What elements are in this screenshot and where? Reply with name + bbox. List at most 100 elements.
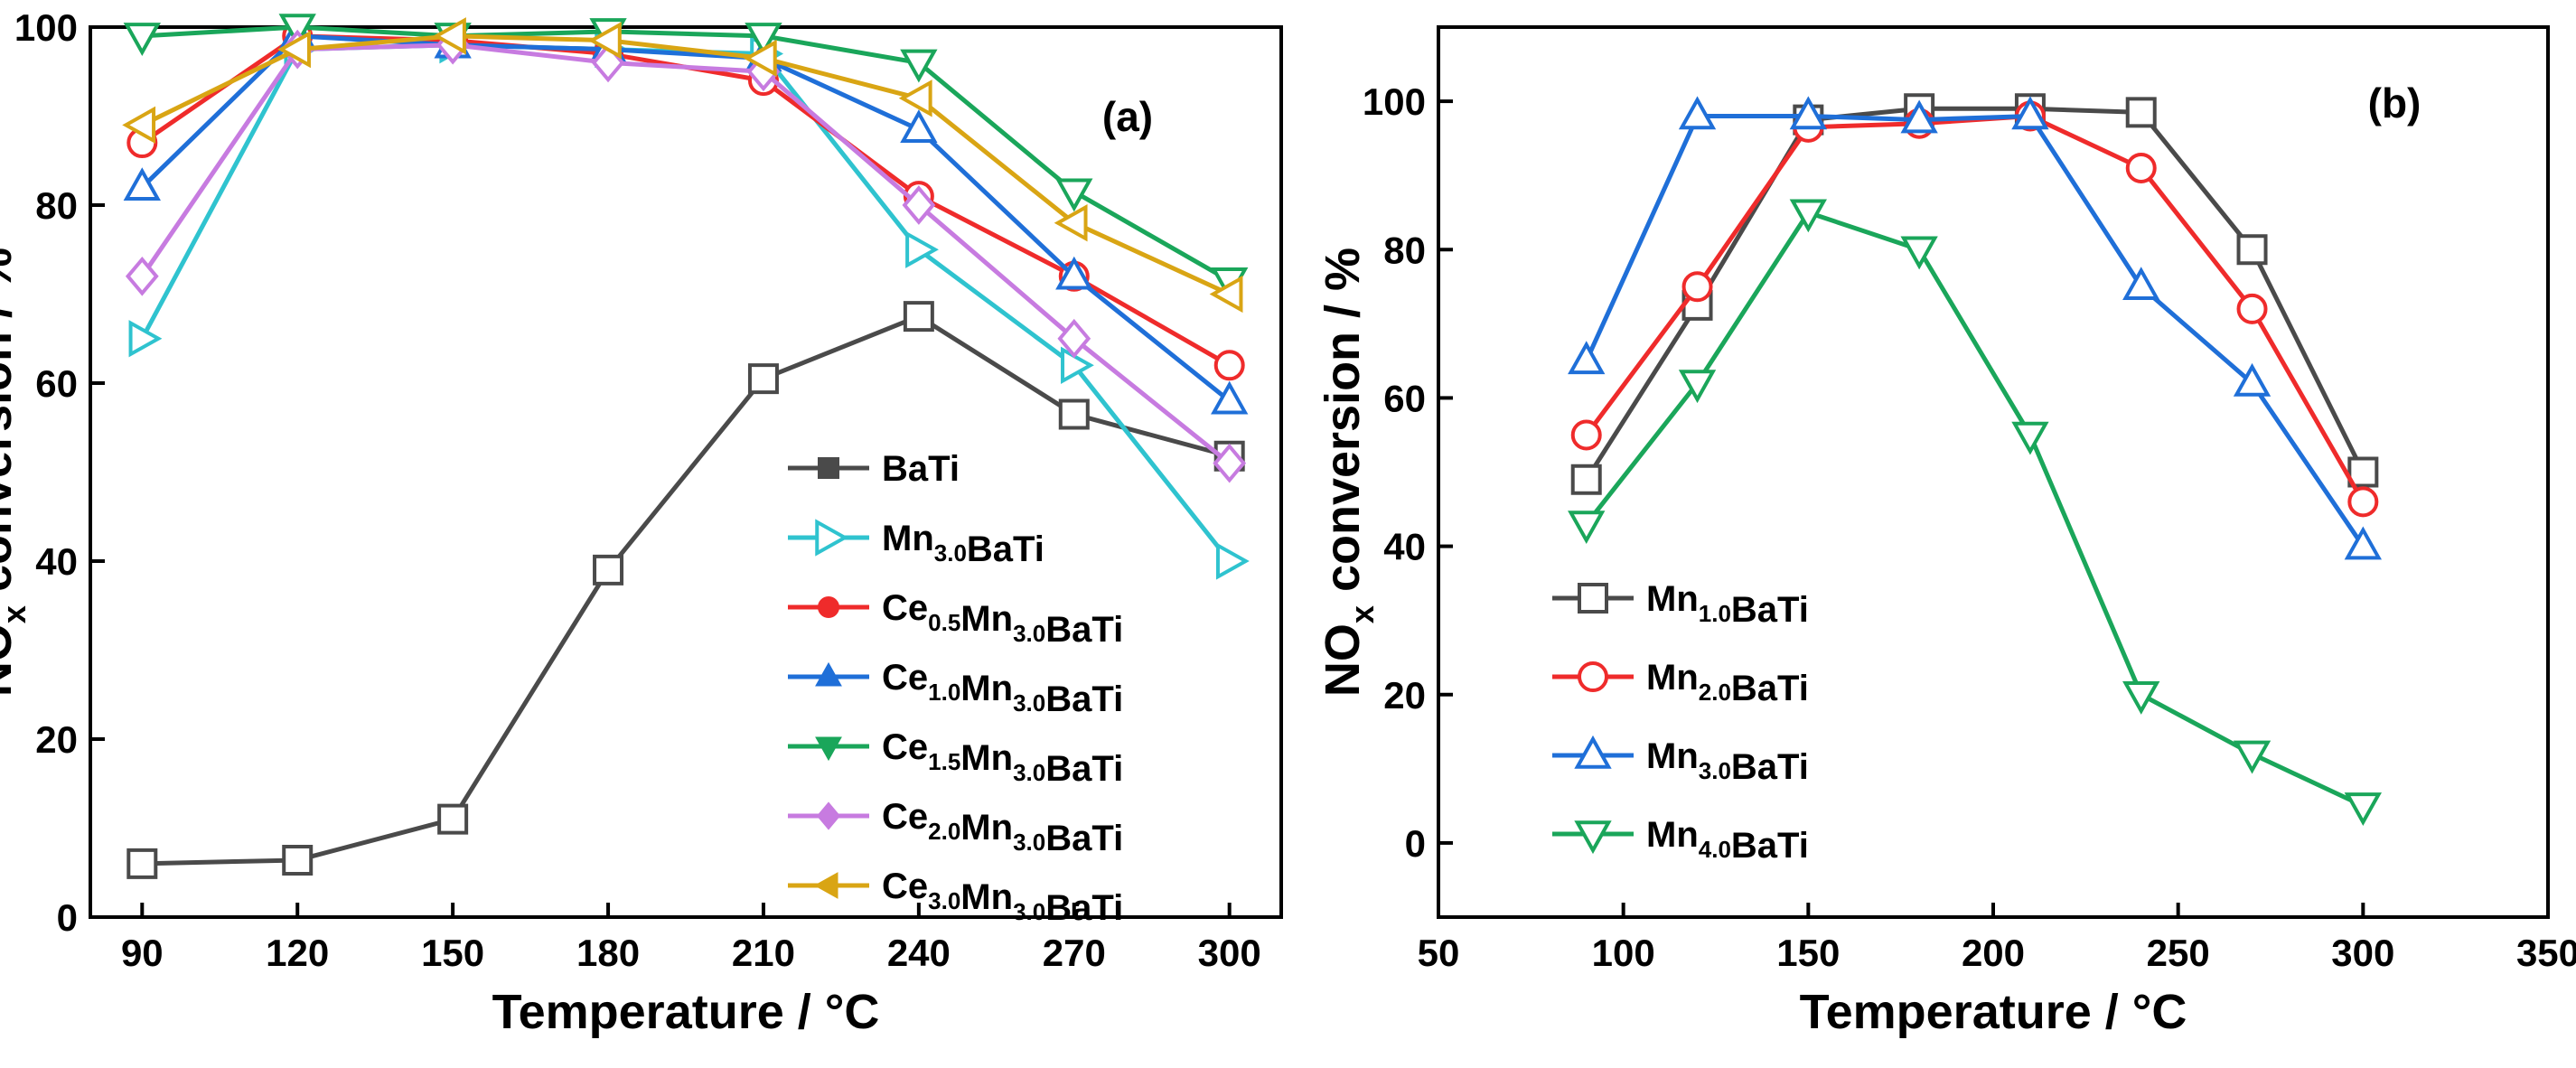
y-tick-label: 60	[1383, 377, 1426, 419]
legend-marker	[1578, 583, 1608, 614]
data-point	[1789, 199, 1827, 233]
legend-label-part: Mn	[882, 519, 934, 558]
data-point	[122, 106, 156, 145]
y-tick-label: 20	[1383, 674, 1426, 717]
series-Mn3.0BaTi	[128, 26, 1250, 580]
legend-marker	[813, 872, 838, 899]
legend-label-part: BaTi	[1731, 826, 1809, 866]
series-Ce3.0Mn3.0BaTi	[122, 17, 1243, 314]
data-point	[1789, 96, 1827, 130]
legend-label-part: BaTi	[1045, 610, 1123, 650]
series-line	[142, 314, 1231, 867]
legend-label-sub: 1.0	[928, 679, 960, 706]
data-point	[593, 554, 624, 586]
series-line	[1584, 114, 2365, 548]
series-Mn4.0BaTi	[1568, 199, 2382, 826]
legend-label-sub: 0.5	[928, 609, 960, 636]
legend-label-part: Mn	[960, 599, 1013, 639]
data-point	[282, 844, 314, 876]
data-point	[1057, 318, 1091, 359]
legend-label-sub: 3.0	[1013, 759, 1045, 786]
legend-label-part: BaTi	[1045, 819, 1123, 858]
legend-label-part: BaTi	[1731, 747, 1809, 787]
legend-item: Mn4.0BaTi	[1552, 815, 1809, 866]
data-point	[2347, 486, 2379, 518]
x-axis-title: Temperature / °C	[492, 985, 880, 1039]
data-point	[2233, 362, 2272, 397]
x-tick-label: 300	[2331, 932, 2394, 974]
legend-item: Mn3.0BaTi	[1552, 735, 1809, 787]
data-point	[903, 301, 934, 333]
legend-item: Mn2.0BaTi	[1552, 658, 1809, 708]
legend-marker	[816, 801, 841, 830]
x-tick-label: 120	[266, 932, 329, 974]
legend-label-sub: 3.0	[1013, 829, 1045, 856]
legend-label-part: Mn	[960, 877, 1013, 917]
x-tick-label: 300	[1198, 932, 1261, 974]
series-line	[141, 33, 1231, 296]
x-tick-label: 150	[421, 932, 484, 974]
data-point	[1570, 419, 1602, 451]
legend-label: Ce3.0Mn3.0BaTi	[882, 867, 1123, 928]
data-point	[745, 23, 782, 56]
legend-marker	[815, 661, 842, 687]
data-point	[1209, 275, 1243, 314]
data-point	[128, 320, 163, 358]
y-tick-label: 0	[57, 896, 78, 939]
data-point	[1215, 542, 1250, 580]
legend-label-part: Ce	[882, 797, 928, 837]
series-line	[140, 33, 1231, 368]
data-point	[2125, 97, 2157, 128]
data-point	[2344, 526, 2382, 560]
legend-marker	[1574, 820, 1612, 855]
y-axis-title-rest: conversion / %	[1316, 248, 1370, 605]
y-axis-title-sub: x	[1344, 605, 1381, 623]
data-point	[900, 109, 938, 144]
data-point	[1900, 99, 1938, 134]
plot-frame	[1437, 25, 2550, 919]
x-tick-label: 200	[1962, 932, 2025, 974]
legend-label-part: Mn	[1646, 579, 1699, 619]
data-point	[905, 230, 939, 268]
data-point	[125, 256, 159, 296]
y-tick-label: 40	[35, 540, 78, 583]
series-BaTi	[126, 301, 1245, 879]
x-tick-label: 350	[2516, 932, 2576, 974]
y-axis-title-main: NO	[0, 623, 22, 697]
x-axis-title: Temperature / °C	[1800, 985, 2187, 1039]
legend-label-part: Ce	[882, 867, 928, 906]
y-tick-label: 60	[35, 362, 78, 405]
legend-label-sub: 4.0	[1699, 836, 1731, 863]
legend-label-sub: 2.0	[1699, 679, 1731, 706]
legend-label-part: Mn	[1646, 815, 1699, 855]
legend-label-sub: 3.0	[928, 887, 960, 914]
y-tick-label: 100	[1363, 80, 1426, 123]
y-axis-title: NOx conversion / %	[1316, 248, 1381, 697]
legend-label-part: Mn	[960, 808, 1013, 848]
legend-label-part: Mn	[1646, 736, 1699, 776]
series-line	[1584, 106, 2365, 482]
data-point	[2233, 740, 2272, 774]
legend-label: Mn3.0BaTi	[882, 519, 1044, 569]
legend-label-part: Mn	[960, 738, 1013, 778]
legend-item: Ce0.5Mn3.0BaTi	[788, 588, 1123, 650]
y-tick-label: 40	[1383, 526, 1426, 568]
legend-label: Ce0.5Mn3.0BaTi	[882, 588, 1123, 650]
data-point	[278, 14, 316, 48]
legend-label-part: BaTi	[1045, 749, 1123, 789]
y-tick-label: 80	[1383, 229, 1426, 271]
data-point	[743, 39, 777, 78]
y-axis-title-rest: conversion / %	[0, 248, 22, 605]
x-tick-label: 100	[1592, 932, 1655, 974]
data-point	[1055, 256, 1093, 290]
data-point	[2122, 681, 2160, 715]
legend-marker	[818, 457, 839, 479]
x-tick-label: 90	[121, 932, 164, 974]
series-line	[142, 24, 1231, 283]
legend-label-part: Ce	[882, 658, 928, 698]
legend-label-sub: 1.5	[928, 748, 960, 775]
legend-marker	[1574, 735, 1612, 769]
data-point	[277, 30, 311, 69]
data-point	[1678, 370, 1717, 404]
